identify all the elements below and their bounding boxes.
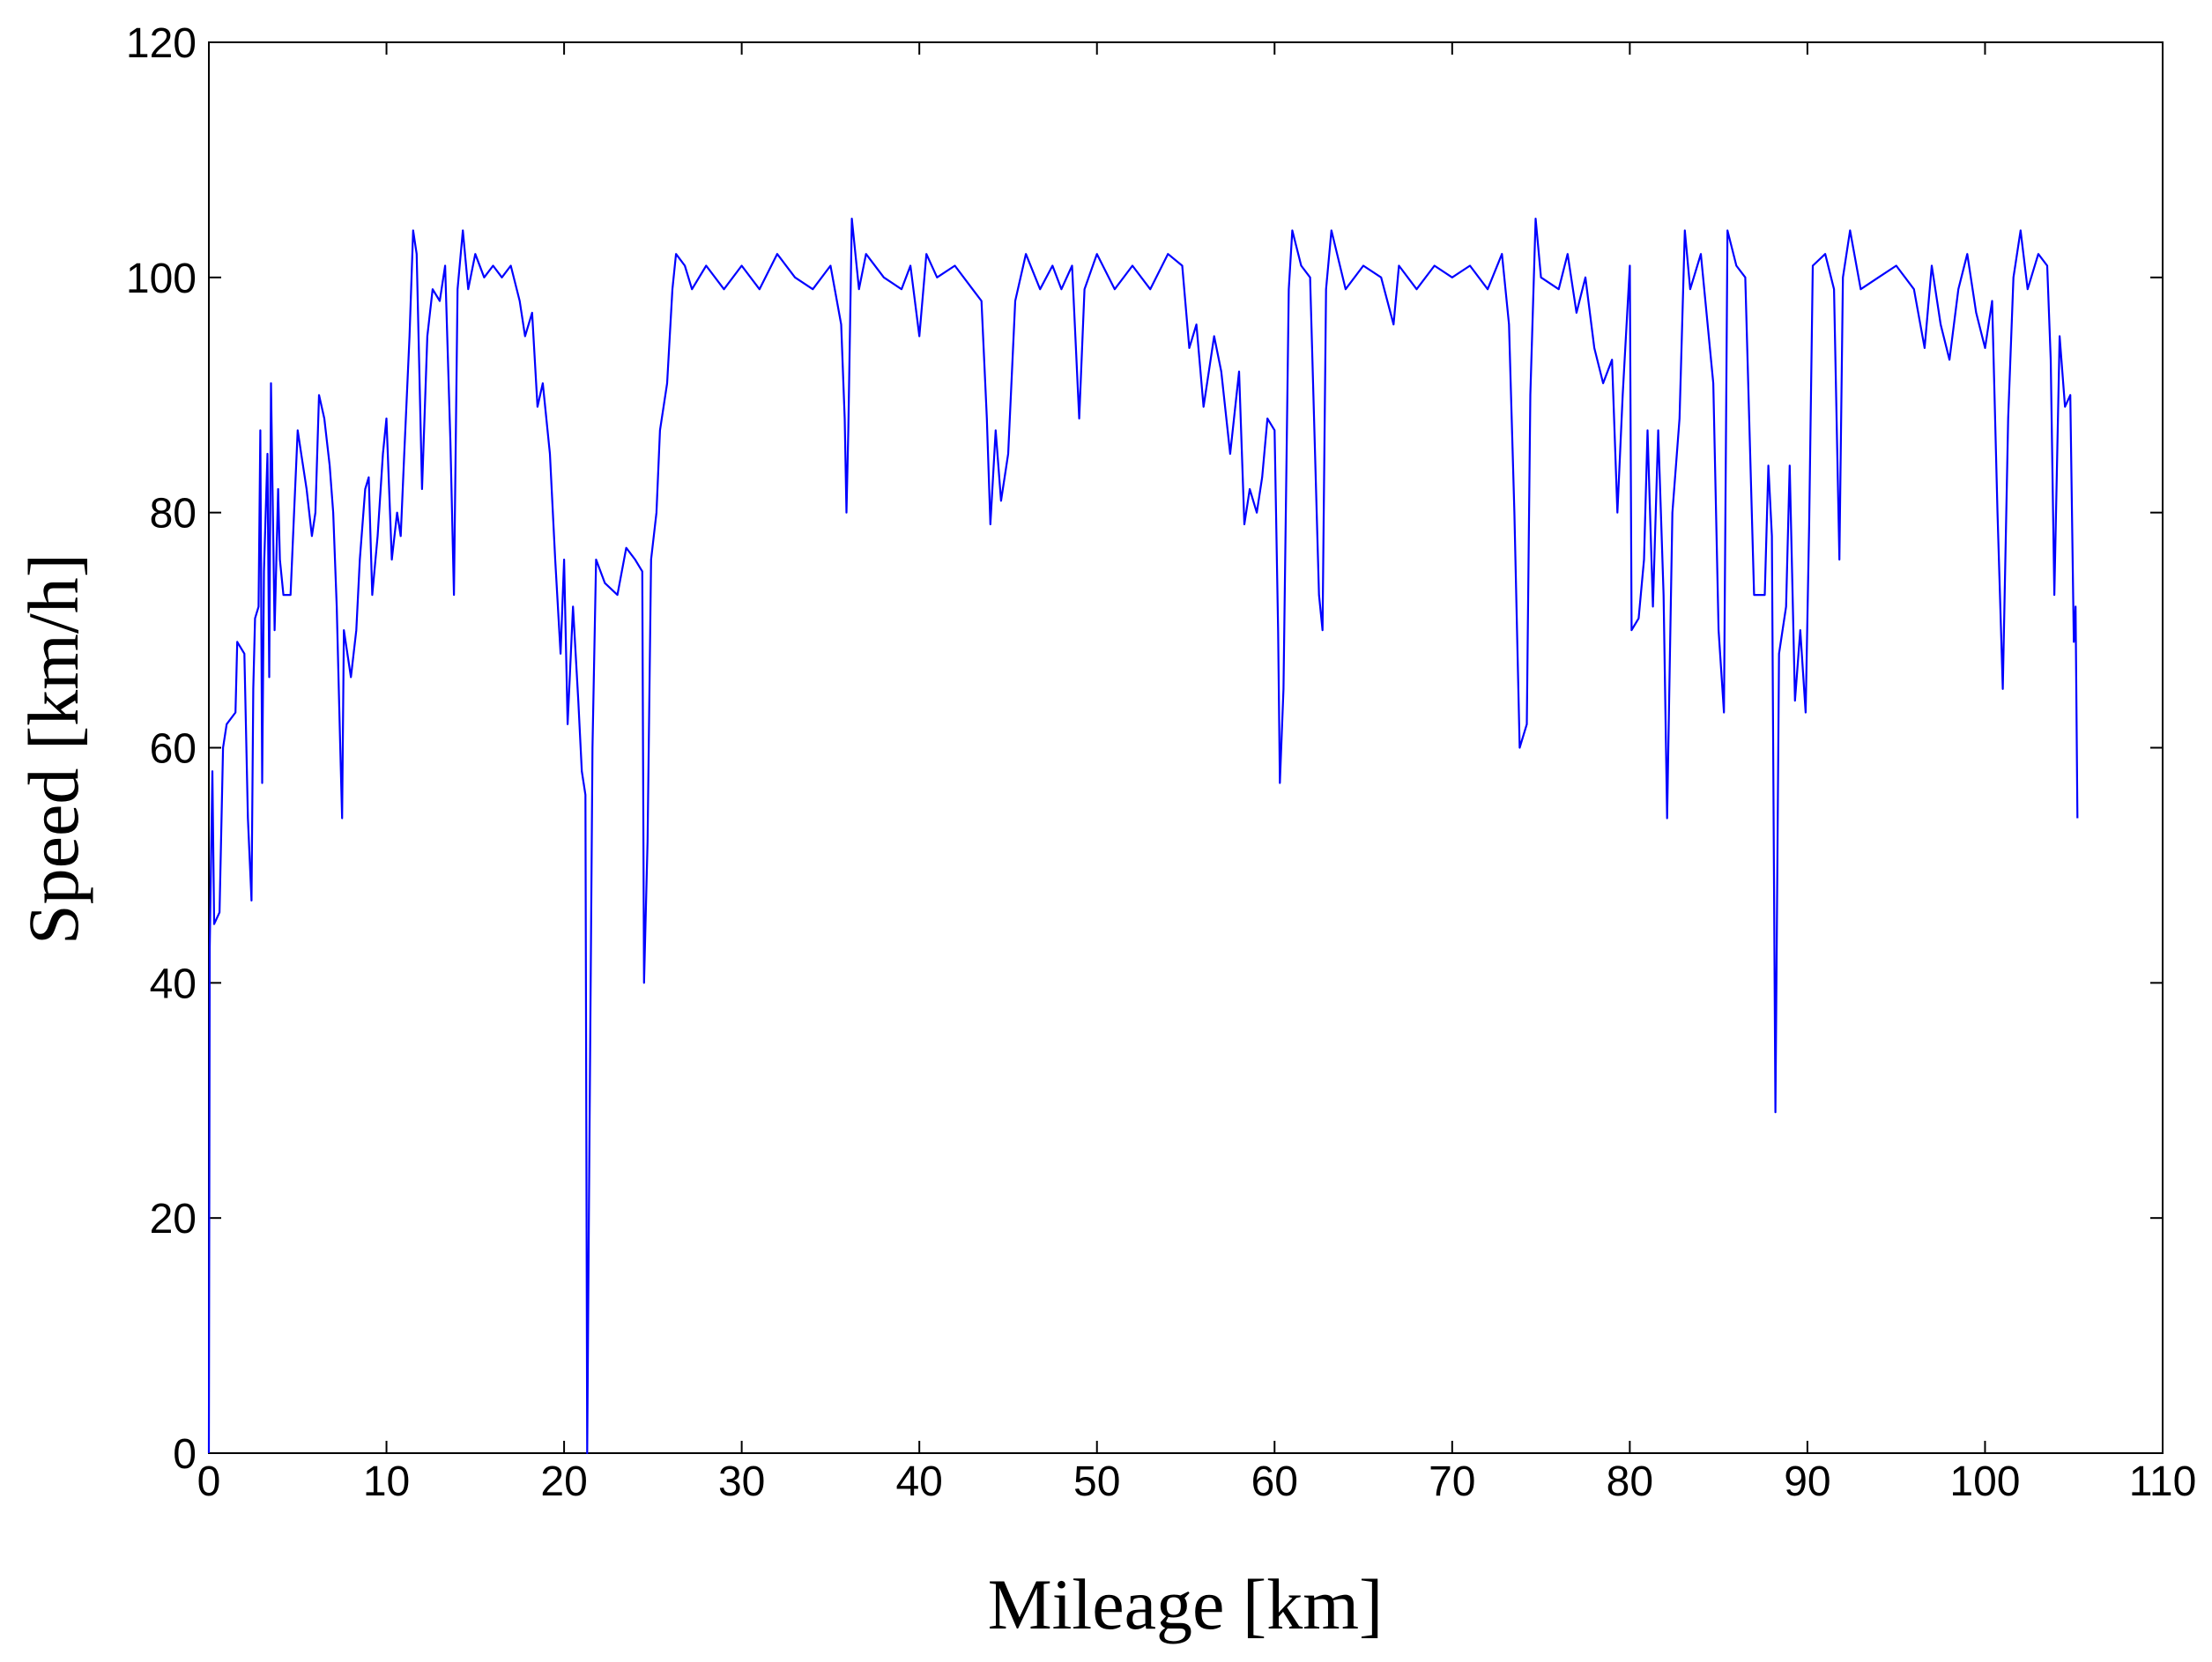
- y-tick-label: 40: [150, 961, 197, 1007]
- x-tick-label: 60: [1251, 1458, 1298, 1505]
- x-tick-label: 100: [1949, 1458, 2020, 1505]
- y-tick-label: 20: [150, 1196, 197, 1243]
- x-axis-label: Mileage [km]: [988, 1564, 1384, 1644]
- x-tick-label: 40: [895, 1458, 942, 1505]
- x-tick-label: 10: [363, 1458, 410, 1505]
- y-tick-label: 80: [150, 491, 197, 538]
- x-tick-label: 110: [2129, 1458, 2197, 1505]
- y-tick-label: 60: [150, 726, 197, 773]
- data-line: [207, 218, 2079, 1455]
- plot-frame: [208, 41, 2164, 1454]
- y-tick-label: 120: [126, 20, 197, 67]
- y-axis-label: Speed [km/h]: [13, 553, 93, 945]
- x-tick-label: 20: [540, 1458, 587, 1505]
- x-tick-label: 70: [1429, 1458, 1475, 1505]
- x-tick-label: 90: [1784, 1458, 1830, 1505]
- x-tick-label: 0: [197, 1458, 221, 1505]
- y-tick-label: 100: [126, 256, 197, 302]
- y-tick-label: 0: [173, 1431, 197, 1478]
- x-tick-label: 50: [1073, 1458, 1120, 1505]
- x-tick-label: 80: [1607, 1458, 1653, 1505]
- x-tick-label: 30: [718, 1458, 765, 1505]
